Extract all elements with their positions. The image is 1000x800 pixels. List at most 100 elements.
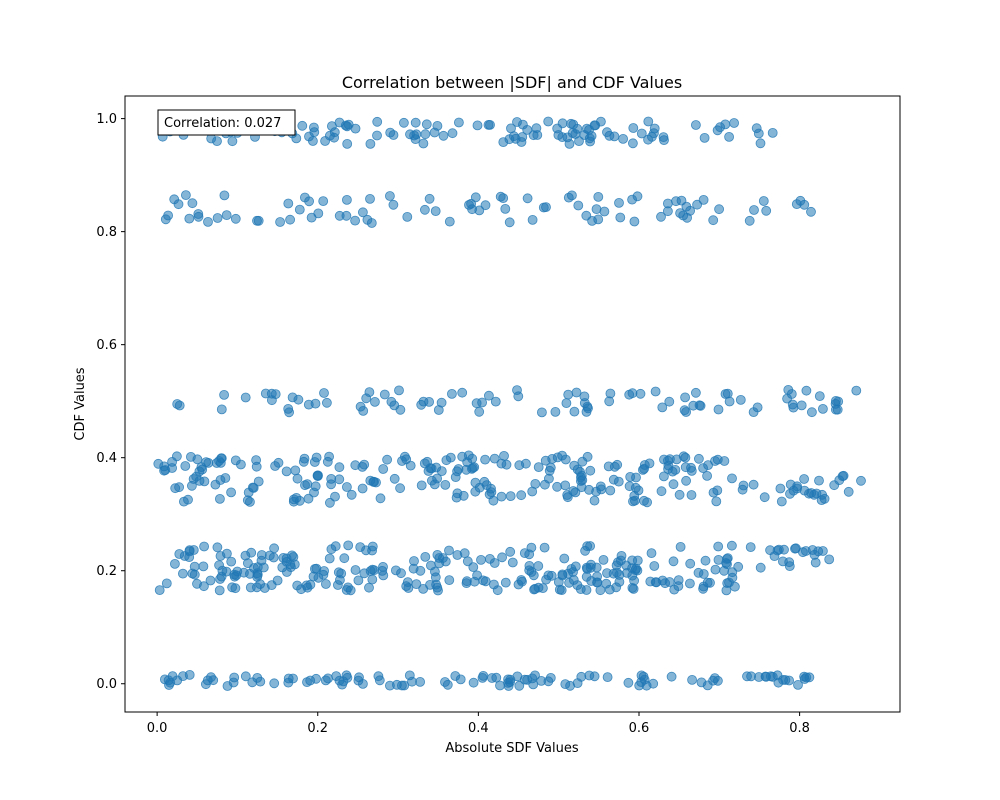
scatter-point (478, 671, 489, 681)
scatter-point (608, 474, 619, 485)
scatter-point (708, 487, 719, 498)
scatter-point (576, 671, 587, 682)
scatter-point (215, 574, 226, 584)
scatter-point (309, 487, 319, 498)
scatter-point (297, 120, 308, 131)
scatter-point (784, 557, 795, 568)
scatter-point (512, 385, 522, 396)
scatter-point (576, 470, 587, 481)
scatter-point (713, 541, 724, 552)
scatter-point (394, 385, 404, 396)
scatter-point (432, 121, 443, 131)
scatter-point (283, 403, 294, 414)
scatter-point (499, 450, 509, 461)
scatter-point (440, 556, 451, 567)
scatter-point (324, 451, 335, 462)
scatter-point (389, 473, 400, 484)
scatter-point (639, 460, 650, 470)
scatter-point (308, 122, 319, 133)
scatter-point (561, 398, 572, 409)
scatter-point (727, 567, 738, 578)
scatter-point (685, 578, 695, 589)
scatter-point (309, 564, 320, 574)
scatter-point (722, 388, 733, 399)
scatter-point (452, 550, 463, 560)
scatter-point (212, 213, 223, 223)
scatter-point (682, 212, 692, 223)
scatter-point (364, 582, 374, 593)
scatter-point (485, 120, 495, 130)
scatter-point (159, 465, 170, 476)
scatter-point (573, 200, 584, 211)
scatter-point (659, 471, 669, 482)
scatter-point (681, 201, 692, 212)
scatter-point (627, 194, 637, 205)
scatter-point (177, 568, 188, 579)
scatter-point (748, 479, 759, 490)
scatter-point (695, 400, 706, 411)
scatter-point (433, 405, 444, 415)
scatter-point (691, 387, 701, 398)
scatter-point (184, 670, 195, 680)
scatter-point (313, 572, 324, 583)
x-tick-label: 0.2 (307, 721, 328, 736)
scatter-point (214, 493, 225, 504)
scatter-point (746, 671, 756, 682)
scatter-point (355, 401, 366, 412)
scatter-point (659, 454, 669, 465)
scatter-point (470, 477, 481, 488)
scatter-point (199, 476, 210, 487)
scatter-point (550, 406, 561, 417)
scatter-point (614, 197, 624, 208)
scatter-point (269, 678, 280, 689)
scatter-point (636, 670, 647, 681)
scatter-points (153, 116, 866, 691)
scatter-point (252, 215, 262, 226)
scatter-point (571, 387, 582, 398)
scatter-point (692, 199, 702, 210)
plot-frame (124, 95, 901, 713)
scatter-point (395, 483, 406, 494)
scatter-point (566, 564, 577, 574)
scatter-point (570, 129, 581, 139)
scatter-point (801, 385, 812, 396)
scatter-point (421, 119, 432, 130)
scatter-point (174, 549, 185, 559)
scatter-point (453, 117, 464, 128)
scatter-point (275, 217, 286, 227)
scatter-point (624, 389, 635, 400)
scatter-point (694, 453, 704, 464)
scatter-point (411, 579, 422, 589)
scatter-point (396, 568, 406, 579)
scatter-point (444, 545, 454, 556)
scatter-point (423, 466, 434, 476)
scatter-point (238, 567, 249, 578)
scatter-point (628, 138, 638, 149)
scatter-point (818, 403, 828, 414)
scatter-point (287, 392, 298, 403)
scatter-point (680, 452, 691, 463)
scatter-point (474, 205, 485, 216)
scatter-point (837, 471, 848, 482)
scatter-point (589, 495, 600, 506)
scatter-point (599, 206, 610, 217)
scatter-point (292, 473, 303, 484)
scatter-point (229, 672, 240, 683)
scatter-point (566, 118, 576, 129)
annotation-box (157, 109, 296, 136)
scatter-point (212, 542, 223, 553)
scatter-point (612, 567, 622, 578)
scatter-point (398, 117, 409, 128)
scatter-point (221, 210, 232, 221)
scatter-point (451, 492, 462, 503)
y-axis-ticks: 0.0 0.2 0.4 0.6 0.8 1.0 (96, 112, 125, 692)
scatter-point (787, 399, 798, 410)
scatter-point (444, 216, 455, 227)
scatter-point (538, 583, 548, 593)
scatter-point (169, 559, 180, 569)
scatter-point (500, 577, 511, 588)
scatter-point (382, 454, 393, 465)
scatter-point (210, 479, 221, 490)
scatter-point (526, 542, 537, 553)
